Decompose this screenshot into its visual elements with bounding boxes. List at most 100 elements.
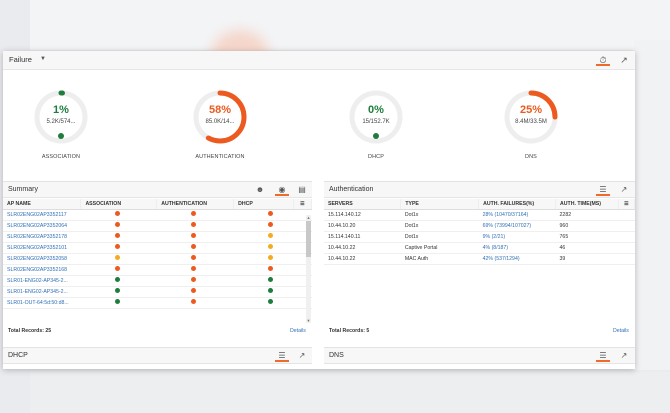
status-cell <box>233 253 294 265</box>
scroll-down-icon[interactable]: ▼ <box>306 318 311 323</box>
failures-link[interactable]: 4% (8/187) <box>478 242 556 254</box>
table-row[interactable]: SLR02ENG02AP3352117 <box>3 209 312 221</box>
empty-cell <box>293 231 312 243</box>
status-dot-orange <box>190 244 196 249</box>
line-chart-icon[interactable]: ↗ <box>620 351 628 360</box>
ap-name-link[interactable]: SLR02ENG02AP3352064 <box>3 220 81 232</box>
column-header[interactable]: AUTH. FAILURES(%) <box>478 199 557 210</box>
status-cell <box>80 264 157 276</box>
user-icon[interactable]: ☻ <box>255 185 265 194</box>
status-dot-orange <box>190 233 196 238</box>
summary-section: Summary ☻ ◉ ▤ AP NAME ASSOCIATION AUTHEN… <box>3 181 313 341</box>
gauge-dhcp[interactable]: 0% 15/152.7K DHCP <box>336 87 416 160</box>
empty-cell <box>293 220 312 232</box>
empty-cell <box>293 242 312 254</box>
ap-name-link[interactable]: SLR02ENG02AP3352168 <box>3 264 81 276</box>
ap-name-link[interactable]: SLR02ENG02AP3352058 <box>3 253 81 265</box>
list-icon[interactable]: ☰ <box>275 350 289 362</box>
status-dot-orange <box>190 299 196 304</box>
failures-link[interactable]: 42% (537/1294) <box>478 253 556 265</box>
column-header[interactable]: DHCP <box>233 199 294 210</box>
line-chart-icon[interactable]: ↗ <box>620 185 628 194</box>
gauge-status-dot <box>58 133 64 139</box>
authentication-details-link[interactable]: Details <box>613 328 629 334</box>
column-header[interactable]: AUTHENTICATION <box>156 199 235 210</box>
status-cell <box>156 297 234 309</box>
server-cell: 15.114.140.11 <box>324 231 401 243</box>
ap-name-link[interactable]: SLR01-ENG02-AP345-2... <box>3 275 81 287</box>
status-dot-orange <box>190 255 196 260</box>
status-dot-orange <box>190 277 196 282</box>
column-header[interactable]: TYPE <box>400 199 480 210</box>
table-row[interactable]: SLR02ENG02AP3352168 <box>3 264 312 276</box>
column-menu-icon[interactable]: ☰ <box>293 199 313 210</box>
stopwatch-icon[interactable]: ⏱ <box>596 54 610 66</box>
table-row[interactable]: 10.44.10.22 MAC Auth 42% (537/1294) 39 <box>324 253 635 265</box>
status-cell <box>233 286 294 298</box>
status-dot-orange <box>267 211 273 216</box>
table-row[interactable]: 10.44.10.20 Dot1x 69% (73994/107027) 960 <box>324 220 635 232</box>
column-header[interactable]: SERVERS <box>324 199 402 210</box>
status-dot-orange <box>114 222 120 227</box>
dns-header: DNS ☰ ↗ <box>324 348 635 364</box>
failures-link[interactable]: 28% (10470/37164) <box>478 209 556 221</box>
failure-select[interactable]: Failure <box>9 55 32 64</box>
column-menu-icon[interactable]: ☰ <box>618 199 636 210</box>
summary-details-link[interactable]: Details <box>290 328 306 334</box>
status-cell <box>233 231 294 243</box>
table-row[interactable]: SLR02ENG02AP3352101 <box>3 242 312 254</box>
gauge-arc <box>193 90 247 144</box>
status-dot-orange <box>114 244 120 249</box>
failures-link[interactable]: 9% (2/21) <box>478 231 556 243</box>
status-dot-yellow <box>267 244 273 249</box>
scroll-up-icon[interactable]: ▲ <box>306 215 311 220</box>
gauge-label: ASSOCIATION <box>41 154 81 160</box>
table-row[interactable]: SLR02ENG02AP3352064 <box>3 220 312 232</box>
table-row[interactable]: SLR02ENG02AP3352058 <box>3 253 312 265</box>
column-header[interactable]: AP NAME <box>3 199 82 210</box>
ap-name-link[interactable]: SLR01-ENG02-AP345-2... <box>3 286 81 298</box>
gauge-percent: 1% <box>53 104 69 116</box>
column-header[interactable]: AUTH. TIME(MS) <box>555 199 619 210</box>
access-point-icon[interactable]: ◉ <box>275 184 289 196</box>
table-row[interactable]: SLR01-OUT-64:5d:50:d8... <box>3 297 312 309</box>
table-row[interactable]: SLR01-ENG02-AP345-2... <box>3 275 312 287</box>
status-dot-orange <box>114 233 120 238</box>
list-icon[interactable]: ☰ <box>596 184 610 196</box>
status-dot-orange <box>114 266 120 271</box>
summary-scrollbar[interactable]: ▲ ▼ <box>306 215 311 323</box>
line-chart-icon[interactable]: ↗ <box>298 351 306 360</box>
authentication-table: SERVERS TYPE AUTH. FAILURES(%) AUTH. TIM… <box>324 199 636 265</box>
ap-name-link[interactable]: SLR02ENG02AP3352178 <box>3 231 81 243</box>
status-dot-orange <box>190 211 196 216</box>
gauge-dns[interactable]: 25% 8.4M/33.5M DNS <box>491 87 571 160</box>
gauge-label: DHCP <box>368 154 384 160</box>
ap-name-link[interactable]: SLR02ENG02AP3352101 <box>3 242 81 254</box>
list-icon[interactable]: ☰ <box>596 350 610 362</box>
table-row[interactable]: 10.44.10.22 Captive Portal 4% (8/187) 46 <box>324 242 635 254</box>
status-cell <box>233 264 294 276</box>
server-cell: 15.114.140.12 <box>324 209 401 221</box>
time-cell: 39 <box>555 253 619 265</box>
column-header[interactable]: ASSOCIATION <box>80 199 158 210</box>
status-cell <box>80 275 157 287</box>
table-row[interactable]: 15.114.140.11 Dot1x 9% (2/21) 765 <box>324 231 635 243</box>
folder-icon[interactable]: ▤ <box>298 185 306 194</box>
status-dot-orange <box>190 222 196 227</box>
gauge-ring <box>349 90 403 144</box>
type-cell: Dot1x <box>400 231 479 243</box>
chevron-down-icon[interactable]: ▼ <box>40 56 46 62</box>
table-row[interactable]: SLR02ENG02AP3352178 <box>3 231 312 243</box>
gauge-authentication[interactable]: 58% 85.0K/14... AUTHENTICATION <box>180 87 260 160</box>
gauge-ratio: 5.2K/574... <box>46 119 76 125</box>
ap-name-link[interactable]: SLR01-OUT-64:5d:50:d8... <box>3 297 81 309</box>
table-row[interactable]: SLR01-ENG02-AP345-2... <box>3 286 312 298</box>
line-chart-icon[interactable]: ↗ <box>620 55 628 65</box>
ap-name-link[interactable]: SLR02ENG02AP3352117 <box>3 209 81 221</box>
gauge-association[interactable]: 1% 5.2K/574... ASSOCIATION <box>21 87 101 160</box>
failures-link[interactable]: 69% (73994/107027) <box>478 220 556 232</box>
dhcp-header: DHCP ☰ ↗ <box>3 348 312 364</box>
scroll-thumb[interactable] <box>306 221 311 257</box>
server-cell: 10.44.10.20 <box>324 220 401 232</box>
table-row[interactable]: 15.114.140.12 Dot1x 28% (10470/37164) 2282 <box>324 209 635 221</box>
